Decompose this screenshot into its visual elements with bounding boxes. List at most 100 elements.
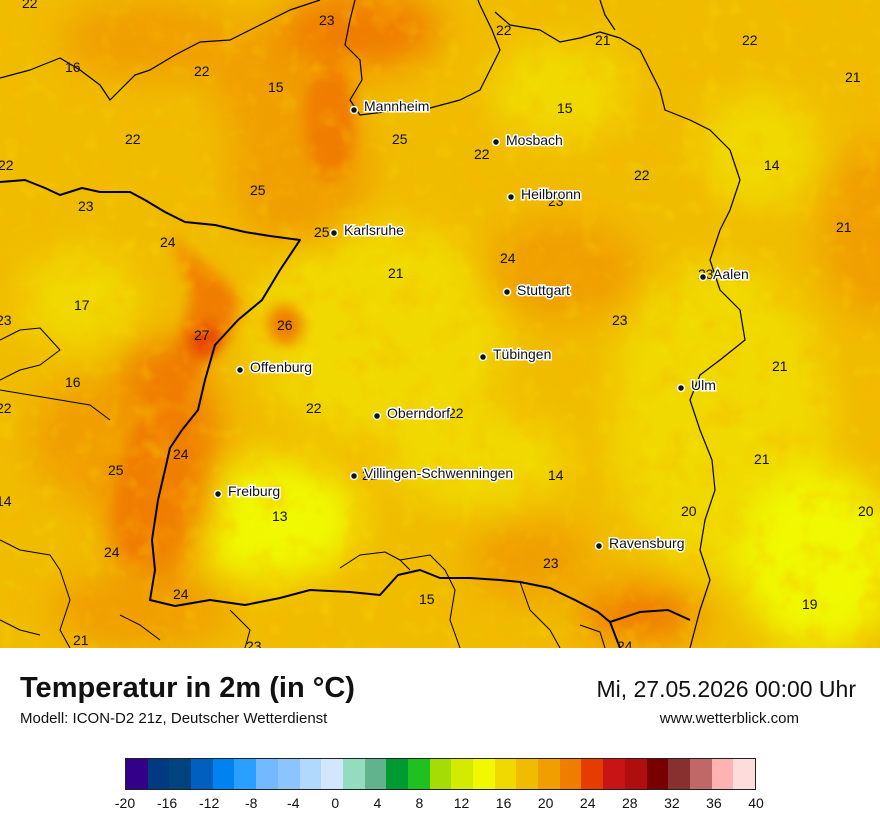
svg-text:24: 24	[173, 586, 189, 602]
legend-tick-label: 8	[415, 795, 424, 811]
state-border	[494, 11, 746, 648]
state-border	[339, 551, 411, 571]
legend-swatch	[147, 759, 170, 789]
legend-swatch	[451, 759, 473, 789]
legend-tick-label: 32	[664, 795, 680, 811]
legend-swatch	[407, 759, 430, 789]
svg-text:20: 20	[858, 503, 874, 519]
city-marker-icon	[491, 137, 501, 147]
svg-text:21: 21	[595, 32, 611, 48]
svg-text:14: 14	[548, 467, 564, 483]
city-oberndorf[interactable]: Oberndorf	[372, 404, 452, 423]
city-freiburg[interactable]: Freiburg	[213, 482, 282, 501]
svg-text:23: 23	[0, 312, 12, 328]
legend-swatch	[668, 759, 690, 789]
color-scale-legend	[125, 758, 756, 790]
state-border	[579, 624, 606, 648]
legend-tick-label: -16	[156, 795, 178, 811]
svg-text:25: 25	[108, 462, 124, 478]
city-label: Freiburg	[228, 483, 280, 499]
city-mannheim[interactable]: Mannheim	[349, 97, 431, 116]
city-aalen[interactable]: Aalen	[698, 265, 750, 284]
city-label: Aalen	[713, 266, 749, 282]
svg-text:22: 22	[22, 0, 38, 11]
svg-text:21: 21	[754, 451, 770, 467]
svg-text:21: 21	[845, 69, 861, 85]
country-border-east	[609, 609, 691, 623]
state-border	[599, 0, 616, 31]
svg-text:22: 22	[474, 146, 490, 162]
legend-tick-label: 0	[331, 795, 340, 811]
svg-text:15: 15	[557, 100, 573, 116]
city-ravensburg[interactable]: Ravensburg	[594, 534, 686, 553]
city-ulm[interactable]: Ulm	[676, 376, 717, 395]
svg-text:26: 26	[277, 317, 293, 333]
city-marker-icon	[478, 352, 488, 362]
forecast-datetime: Mi, 27.05.2026 00:00 Uhr	[596, 676, 856, 702]
svg-text:20: 20	[681, 503, 697, 519]
svg-text:16: 16	[65, 59, 81, 75]
city-marker-icon	[698, 272, 708, 282]
legend-tick-label: 24	[579, 795, 596, 811]
svg-text:22: 22	[634, 167, 650, 183]
svg-text:23: 23	[548, 193, 564, 209]
city-label: Offenburg	[250, 359, 312, 375]
website-link[interactable]: www.wetterblick.com	[659, 710, 799, 727]
legend-swatch	[234, 759, 257, 789]
svg-text:21: 21	[772, 358, 788, 374]
svg-text:19: 19	[802, 596, 818, 612]
country-border	[0, 179, 621, 648]
city-tuebingen[interactable]: Tübingen	[478, 345, 553, 364]
page-title: Temperatur in 2m (in °C)	[20, 672, 355, 704]
svg-text:24: 24	[617, 638, 633, 648]
legend-swatch	[299, 759, 322, 789]
legend-swatch	[603, 759, 625, 789]
legend-swatch	[473, 759, 495, 789]
svg-text:24: 24	[500, 250, 516, 266]
svg-text:21: 21	[73, 632, 89, 648]
legend-swatch	[212, 759, 235, 789]
map-footer: Temperatur in 2m (in °C) Modell: ICON-D2…	[0, 648, 880, 830]
svg-text:21: 21	[388, 265, 404, 281]
svg-text:25: 25	[250, 182, 266, 198]
svg-text:23: 23	[612, 312, 628, 328]
svg-text:25: 25	[314, 224, 330, 240]
svg-text:27: 27	[194, 327, 210, 343]
svg-text:15: 15	[419, 591, 435, 607]
legend-swatch	[624, 759, 647, 789]
svg-text:22: 22	[306, 400, 322, 416]
legend-swatch	[342, 759, 365, 789]
city-label: Ravensburg	[609, 535, 685, 551]
color-scale-ticks: -20 -16 -12 -8 -4 0 4 8 12 16 20 24 28 32 36 40	[0, 795, 880, 815]
state-border	[0, 619, 41, 636]
legend-swatch	[191, 759, 213, 789]
legend-swatch	[689, 759, 712, 789]
city-stuttgart[interactable]: Stuttgart	[502, 281, 572, 300]
city-mosbach[interactable]: Mosbach	[491, 131, 564, 150]
city-offenburg[interactable]: Offenburg	[235, 358, 314, 377]
temperature-map[interactable]: 22 23 22 21 22 16 22 15 21 15 25 22 22 1…	[0, 0, 880, 648]
svg-text:22: 22	[448, 405, 464, 421]
state-border	[519, 581, 561, 648]
svg-text:22: 22	[496, 22, 512, 38]
city-label: Villingen-Schwenningen	[364, 465, 513, 481]
city-marker-icon	[213, 489, 223, 499]
city-heilbronn[interactable]: Heilbronn	[506, 185, 582, 204]
city-villingen-schwenningen[interactable]: Villingen-Schwenningen	[349, 464, 515, 483]
legend-swatch	[581, 759, 604, 789]
legend-tick-label: 12	[453, 795, 470, 811]
state-border	[119, 614, 161, 641]
city-marker-icon	[506, 192, 516, 202]
svg-text:15: 15	[268, 79, 284, 95]
city-label: Oberndorf	[387, 405, 450, 421]
city-label: Mannheim	[364, 98, 429, 114]
city-karlsruhe[interactable]: Karlsruhe	[329, 221, 406, 240]
city-label: Stuttgart	[517, 282, 570, 298]
legend-tick-label: 4	[373, 795, 382, 811]
state-border	[0, 0, 321, 101]
legend-swatch	[277, 759, 300, 789]
state-border	[344, 0, 501, 116]
state-border	[0, 389, 111, 421]
legend-tick-label: -4	[287, 795, 300, 811]
svg-text:24: 24	[104, 544, 120, 560]
